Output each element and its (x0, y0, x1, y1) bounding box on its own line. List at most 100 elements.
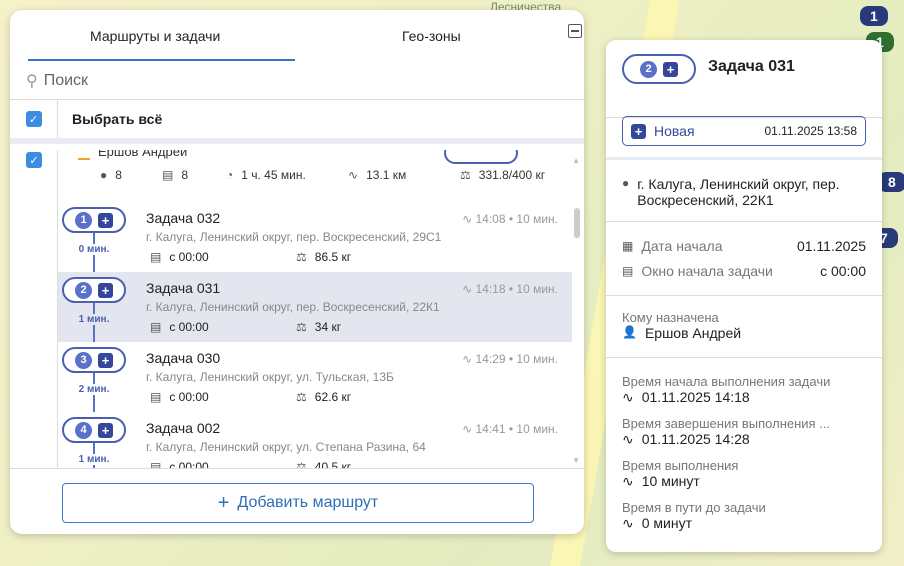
exec-start-value: 01.11.2025 14:18 (641, 389, 750, 405)
scales-icon: ⚖ (296, 390, 307, 404)
task-row[interactable]: 3 + 2 мин. Задача 030 ∿ 14:29 • 10 мин. г… (58, 342, 572, 412)
travel-duration: 0 мин. (68, 244, 120, 255)
plus-icon: + (217, 491, 230, 514)
travel-duration: 2 мин. (68, 384, 120, 395)
exec-end-value: 01.11.2025 14:28 (641, 431, 750, 447)
approx-icon: ∿ (622, 515, 634, 531)
plus-icon: + (98, 282, 113, 298)
task-number-pill[interactable]: 4 + (62, 417, 126, 443)
task-weight: 34 кг (314, 320, 342, 334)
travel-time-value: 0 минут (641, 515, 692, 531)
task-number: 1 (75, 211, 92, 229)
route-distance: 13.1 км (366, 168, 407, 182)
route-list: ✓ Ершов Андрей ● 8 ▤ 8 ◔ 1 ч. 45 мин. ∿ 13.1… (10, 150, 584, 468)
task-number: 4 (75, 421, 92, 439)
task-time: ∿ 14:41 • 10 мин. (462, 422, 558, 436)
task-row[interactable]: 4 + 1 мин. Задача 002 ∿ 14:41 • 10 мин. г… (58, 412, 572, 468)
route-task-count: 8 (181, 168, 189, 182)
scroll-down-arrow[interactable]: ▼ (572, 456, 580, 465)
start-date-label: Дата начала (641, 238, 723, 254)
travel-duration: 1 мин. (68, 314, 120, 325)
assignee-value: Ершов Андрей (644, 325, 742, 341)
collapse-panel-button[interactable] (568, 24, 582, 38)
status-badge[interactable]: + Новая 01.11.2025 13:58 (622, 116, 866, 146)
routes-panel: Маршруты и задачи Гео-зоны ⚲ ✓ Выбрать в… (10, 10, 584, 534)
task-time-value: 14:08 • 10 мин. (475, 212, 559, 226)
active-tab-indicator (28, 59, 295, 61)
select-all-checkbox[interactable]: ✓ (25, 111, 42, 127)
task-time-value: 14:18 • 10 мин. (475, 282, 559, 296)
task-detail-panel: 2 + Задача 031 + Новая 01.11.2025 13:58 ●… (606, 40, 882, 552)
task-row[interactable]: 1 + 0 мин. Задача 032 ∿ 14:08 • 10 мин. г… (58, 202, 572, 272)
map-marker[interactable]: 1 (860, 6, 888, 26)
task-weight: 62.6 кг (314, 390, 352, 404)
search-bar: ⚲ (10, 62, 584, 100)
scrollbar[interactable] (574, 208, 580, 238)
approx-icon: ∿ (622, 389, 634, 405)
task-time-value: 14:41 • 10 мин. (475, 422, 559, 436)
task-address: г. Калуга, Ленинский округ, пер. Воскрес… (146, 300, 440, 314)
task-weight: 40.5 кг (314, 460, 352, 468)
scales-icon: ⚖ (460, 168, 471, 182)
approx-icon: ∿ (622, 431, 634, 447)
add-route-label: Добавить маршрут (237, 494, 379, 511)
task-time: ∿ 14:18 • 10 мин. (462, 282, 558, 296)
plus-icon: + (663, 61, 678, 77)
task-name: Задача 032 (146, 210, 221, 226)
task-window: с 00:00 (169, 390, 209, 404)
task-name: Задача 002 (146, 420, 221, 436)
task-title: Задача 031 (708, 58, 795, 75)
task-time: ∿ 14:29 • 10 мин. (462, 352, 558, 366)
task-time-value: 14:29 • 10 мин. (475, 352, 559, 366)
approx-icon: ∿ (462, 212, 476, 226)
select-all-label: Выбрать всё (72, 111, 163, 127)
search-icon: ⚲ (26, 72, 38, 90)
tab-geozones[interactable]: Гео-зоны (402, 28, 461, 44)
user-icon: 👤 (622, 325, 637, 339)
clipboard-icon: ▤ (162, 168, 174, 182)
location-pin-icon: ● (100, 168, 108, 182)
route-distance-icon: ∿ (348, 168, 359, 182)
task-number: 3 (75, 351, 92, 369)
route-checkbox[interactable]: ✓ (26, 152, 42, 168)
task-address: г. Калуга, Ленинский округ, пер. Воскрес… (637, 176, 840, 208)
task-number-pill[interactable]: 3 + (62, 347, 126, 373)
task-window: с 00:00 (169, 250, 209, 264)
calendar-window-icon: ▤ (150, 390, 162, 404)
approx-icon: ∿ (622, 473, 634, 489)
scroll-up-arrow[interactable]: ▲ (572, 156, 580, 165)
route-weight: 331.8/400 кг (478, 168, 546, 182)
task-window: с 00:00 (169, 320, 209, 334)
approx-icon: ∿ (462, 282, 476, 296)
task-row[interactable]: 2 + 1 мин. Задача 031 ∿ 14:18 • 10 мин. г… (58, 272, 572, 342)
scales-icon: ⚖ (296, 320, 307, 334)
task-name: Задача 031 (146, 280, 221, 296)
calendar-icon: ▦ (622, 239, 634, 253)
task-number-pill[interactable]: 2 + (62, 277, 126, 303)
task-address: г. Калуга, Ленинский округ, ул. Степана … (146, 440, 426, 454)
calendar-window-icon: ▤ (150, 320, 162, 334)
route-header[interactable]: Ершов Андрей ● 8 ▤ 8 ◔ 1 ч. 45 мин. ∿ 13.1 к… (58, 150, 568, 194)
scales-icon: ⚖ (296, 460, 307, 468)
travel-duration: 1 мин. (68, 454, 120, 465)
window-value: с 00:00 (820, 263, 866, 279)
exec-duration-label: Время выполнения (622, 458, 739, 473)
tab-routes-tasks[interactable]: Маршруты и задачи (90, 28, 221, 44)
plus-icon: + (98, 212, 113, 228)
exec-end-label: Время завершения выполнения ... (622, 416, 831, 431)
map-marker[interactable]: 8 (878, 172, 904, 192)
task-weight: 86.5 кг (314, 250, 352, 264)
window-label: Окно начала задачи (641, 263, 773, 279)
exec-start-label: Время начала выполнения задачи (622, 374, 831, 389)
add-route-button[interactable]: + Добавить маршрут (62, 483, 534, 523)
search-input[interactable] (43, 71, 444, 90)
approx-icon: ∿ (462, 352, 476, 366)
travel-time-label: Время в пути до задачи (622, 500, 766, 515)
status-label: Новая (654, 123, 695, 139)
task-number-pill[interactable]: 1 + (62, 207, 126, 233)
clock-icon: ◔ (226, 168, 234, 182)
calendar-window-icon: ▤ (150, 250, 162, 264)
route-pill[interactable] (444, 150, 518, 164)
exec-duration-value: 10 минут (641, 473, 700, 489)
plus-icon: + (98, 422, 113, 438)
